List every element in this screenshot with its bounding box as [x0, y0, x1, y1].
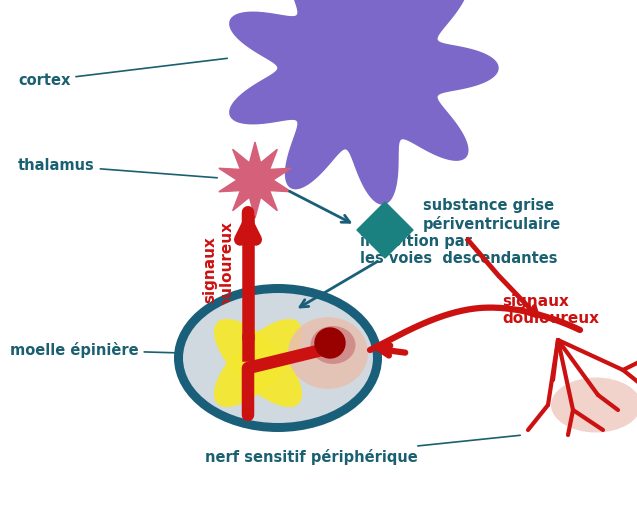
Text: nerf sensitif périphérique: nerf sensitif périphérique [205, 435, 520, 465]
Ellipse shape [288, 317, 368, 389]
Text: signaux
douloureux: signaux douloureux [202, 222, 234, 318]
Text: moelle épinière: moelle épinière [10, 342, 180, 358]
Circle shape [315, 328, 345, 358]
Ellipse shape [183, 293, 373, 423]
Ellipse shape [551, 377, 637, 433]
Text: cortex: cortex [18, 58, 227, 88]
Text: inhibition par
les voies  descendantes: inhibition par les voies descendantes [360, 234, 557, 266]
Polygon shape [357, 202, 413, 258]
Text: signaux
douloureux: signaux douloureux [502, 294, 599, 326]
Text: substance grise
périventriculaire: substance grise périventriculaire [423, 198, 561, 232]
Ellipse shape [310, 326, 355, 364]
Ellipse shape [214, 319, 302, 407]
Text: thalamus: thalamus [18, 158, 217, 178]
Ellipse shape [174, 284, 382, 432]
Polygon shape [230, 0, 498, 204]
Polygon shape [219, 142, 291, 218]
Ellipse shape [214, 319, 302, 407]
